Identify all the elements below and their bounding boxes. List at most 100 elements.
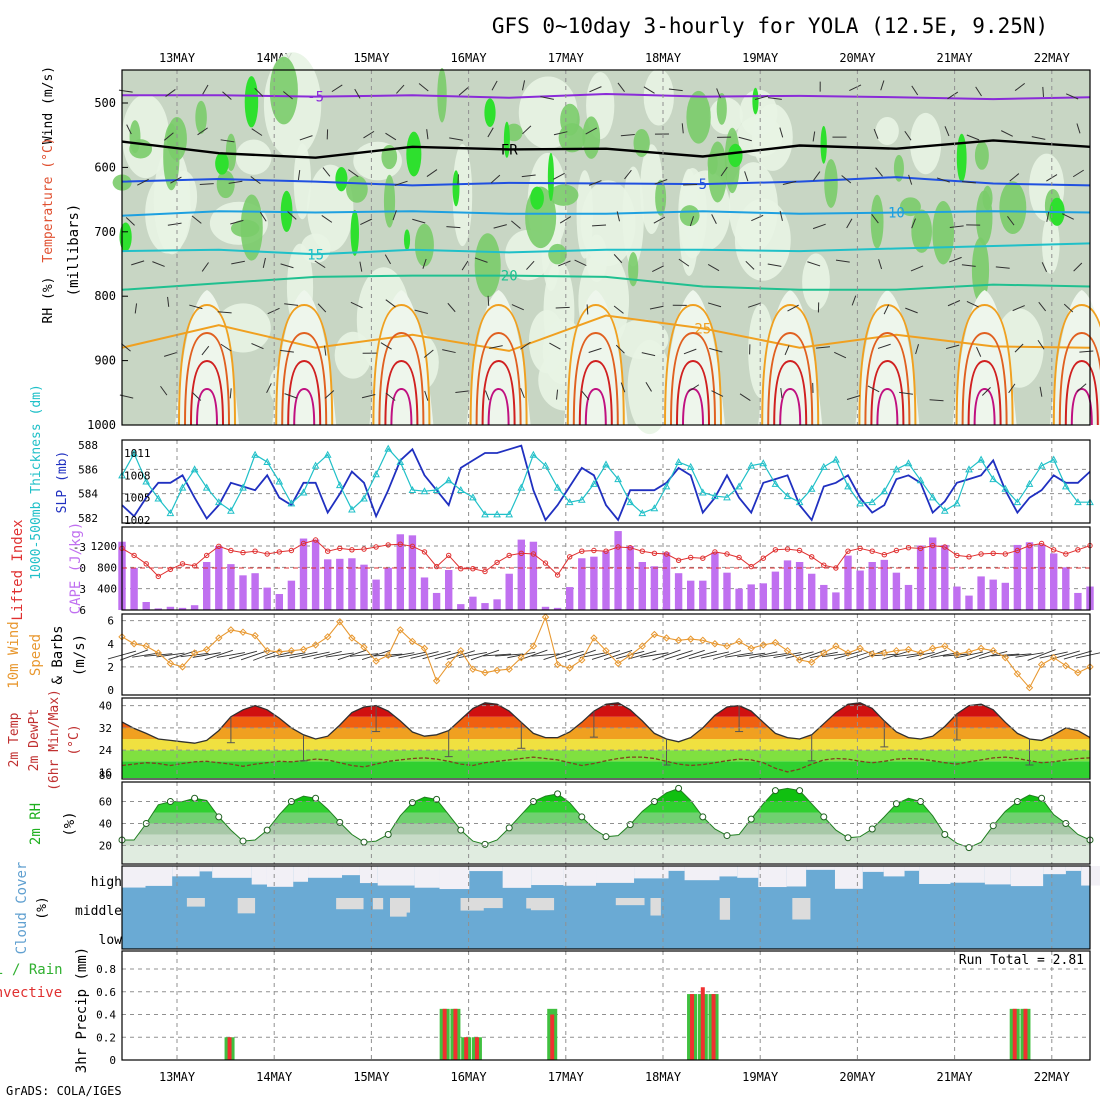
li-tick-label: 6 [79,604,86,617]
clear-high-sky [950,866,985,883]
rh-marker [433,795,441,803]
thickness-marker [916,476,925,484]
wind-barb [262,257,266,269]
temperature-band [122,761,1090,778]
slp-tick-label: 1008 [124,469,151,482]
cape-bar [747,584,755,610]
wind-barb [457,174,459,185]
wind-barb [643,86,655,94]
wind-barb [119,649,149,661]
wind-axis-label: Wind (m/s) [41,66,56,144]
wind-barb [867,385,880,393]
wind-barb [748,302,762,308]
wind-barb [201,345,210,356]
rh-moist-region [122,94,170,179]
rh-marker [384,830,392,838]
rh-saturated-region [956,133,967,183]
wind-barb [322,167,331,177]
cape-bar [420,577,429,610]
wind-barb [349,653,379,657]
lifted-index-marker [736,554,742,561]
lifted-index-marker [942,544,948,550]
wind-barb [725,652,754,658]
lifted-index-marker [264,551,270,557]
lifted-index-axis-label: Lifted Index [10,519,26,620]
thickness-marker [311,461,320,469]
rh-wet-region [633,128,650,158]
rh-marker [408,799,416,807]
wind-speed-marker [529,642,538,650]
rh-moist-region [543,260,575,363]
date-label-top: 17MAY [548,51,585,65]
wind-speed-marker [844,649,852,657]
wind-barb [883,304,890,315]
thickness-tick-label: 588 [78,439,98,452]
lifted-index-marker [373,544,379,550]
dry-afternoon-region [175,290,239,425]
wind-barb [386,652,415,658]
wind-barb [422,650,451,660]
wind-barb [410,651,439,659]
thickness-marker [553,483,562,491]
wind-barb [899,391,913,395]
clear-middle-sky [460,898,484,911]
rh-wet-region [975,190,993,245]
wind-barb [878,259,883,270]
thickness-marker [469,493,477,501]
convective-bar [453,1008,458,1060]
wind-speed-marker [299,645,308,654]
dry-afternoon-region [758,290,823,425]
warm-contour [390,387,413,426]
lifted-index-marker [409,543,416,549]
wind-barb [493,224,507,229]
wind-barb [947,300,961,307]
wind-speed-marker [142,642,150,650]
thickness-marker [759,459,768,467]
rh-axis-top-tick: 80 [99,769,112,782]
wind-tick-label: 6 [107,615,114,628]
clear-high-sky [563,866,597,886]
rh-marker [263,826,271,834]
date-label-bottom: 20MAY [839,1070,876,1084]
wind-barb [617,82,625,93]
clear-high-sky [531,866,564,886]
thickness-marker [1061,482,1070,490]
wind-barb [944,126,950,137]
lifted-index-marker [433,563,440,570]
rh-wet-region [911,209,932,253]
wind-speed-marker [807,658,816,666]
cape-bar [578,558,586,610]
wind-speed-marker [578,656,586,664]
wind-barb [849,84,862,91]
wind-barb [579,651,608,659]
rh-saturated-region [403,229,411,251]
warm-contour [664,303,722,426]
dry-afternoon-region [369,290,434,425]
wind-barb [603,649,633,661]
thickness-marker [577,495,586,503]
lifted-index-marker [905,545,912,551]
thickness-axis-label: 1000-500mb Thickness (dm) [29,384,44,580]
wind-barb [779,127,784,138]
wind-speed-marker [686,635,695,643]
wind-barb [962,181,976,184]
rh-marker [215,813,223,821]
wind-barb [737,652,766,658]
cape-bar [1074,592,1082,610]
thickness-marker [348,505,356,513]
wind-speed-marker [178,663,187,671]
wind-barb [649,305,664,310]
wind-barb [447,302,456,313]
wind-barb [361,650,391,660]
thickness-marker [735,482,743,490]
lifted-index-marker [276,549,282,555]
wind-barb [779,210,783,222]
wind-barb [284,303,299,306]
thickness-marker [154,494,163,502]
lifted-index-marker [325,548,331,554]
wind-barb [458,87,469,96]
wind-barb [1065,93,1079,100]
rh-wet-region [628,252,639,287]
panel-frame [121,865,1091,950]
thickness-marker [432,485,441,494]
